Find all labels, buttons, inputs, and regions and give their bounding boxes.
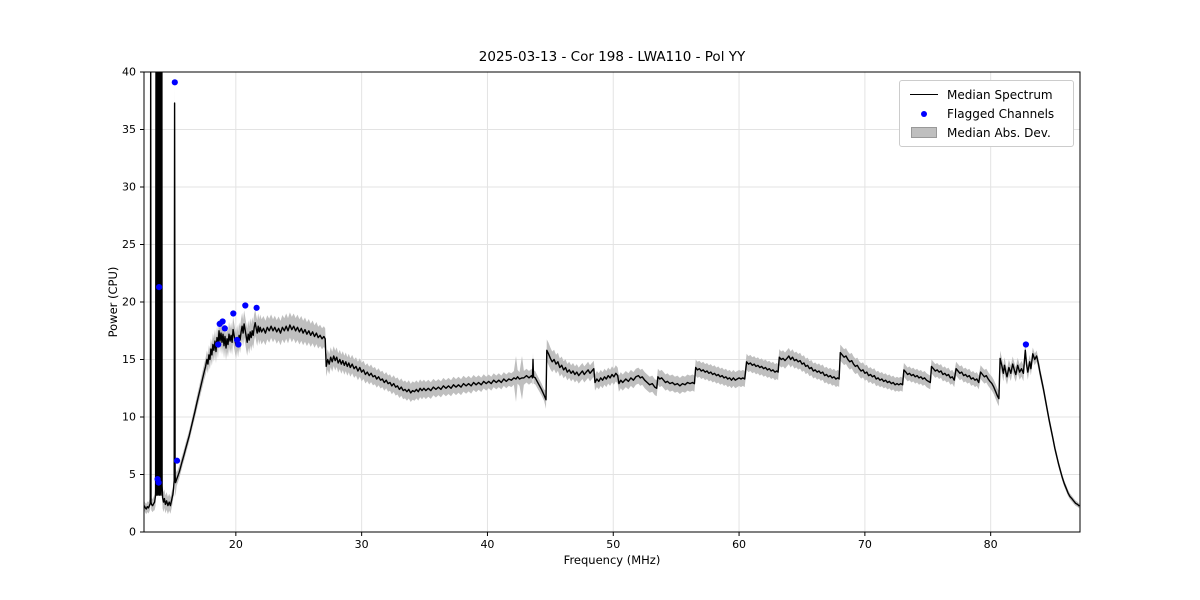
legend-item-median-spectrum: Median Spectrum <box>910 85 1065 104</box>
y-tick-label: 40 <box>122 66 136 79</box>
y-tick-label: 35 <box>122 123 136 136</box>
legend-label: Flagged Channels <box>947 106 1055 121</box>
legend-item-median-abs-dev: Median Abs. Dev. <box>910 123 1065 142</box>
flagged-point <box>171 79 178 86</box>
legend-label: Median Abs. Dev. <box>947 125 1051 140</box>
x-tick-label: 30 <box>355 538 369 551</box>
x-tick-label: 40 <box>480 538 494 551</box>
flagged-point <box>253 304 260 311</box>
flagged-point <box>215 341 222 348</box>
x-tick-label: 50 <box>606 538 620 551</box>
flagged-point <box>235 341 242 348</box>
flagged-point <box>1022 341 1029 348</box>
median-spectrum-line <box>144 72 1080 510</box>
y-tick-label: 20 <box>122 296 136 309</box>
y-tick-label: 0 <box>129 526 136 539</box>
tick-labels: 20 30 40 50 60 70 80 0 5 10 15 20 25 30 35 40 <box>122 66 998 552</box>
flagged-point <box>242 302 249 309</box>
gridlines <box>144 71 1080 533</box>
flagged-point <box>155 479 162 486</box>
legend: Median Spectrum Flagged Channels Median … <box>899 80 1074 147</box>
x-tick-label: 20 <box>229 538 243 551</box>
y-tick-label: 10 <box>122 411 136 424</box>
x-axis-label: Frequency (MHz) <box>563 553 661 567</box>
tick-marks <box>140 71 992 536</box>
flagged-point <box>156 284 163 291</box>
mad-patch-swatch <box>910 127 938 138</box>
y-tick-label: 15 <box>122 353 136 366</box>
y-tick-label: 30 <box>122 181 136 194</box>
y-tick-label: 5 <box>129 468 136 481</box>
y-tick-label: 25 <box>122 238 136 251</box>
legend-item-flagged-channels: Flagged Channels <box>910 104 1065 123</box>
flagged-point <box>221 325 228 332</box>
plot-title: 2025-03-13 - Cor 198 - LWA110 - Pol YY <box>478 49 746 65</box>
legend-label: Median Spectrum <box>947 87 1053 102</box>
flagged-point <box>230 310 237 317</box>
y-axis-label: Power (CPU) <box>106 266 120 338</box>
median-line-swatch <box>910 94 938 95</box>
x-tick-label: 80 <box>984 538 998 551</box>
flagged-point <box>219 318 226 325</box>
flagged-point <box>173 457 181 464</box>
flagged-channels <box>154 79 1029 486</box>
flagged-dot-swatch <box>910 110 938 117</box>
x-tick-label: 70 <box>858 538 872 551</box>
x-tick-label: 60 <box>732 538 746 551</box>
